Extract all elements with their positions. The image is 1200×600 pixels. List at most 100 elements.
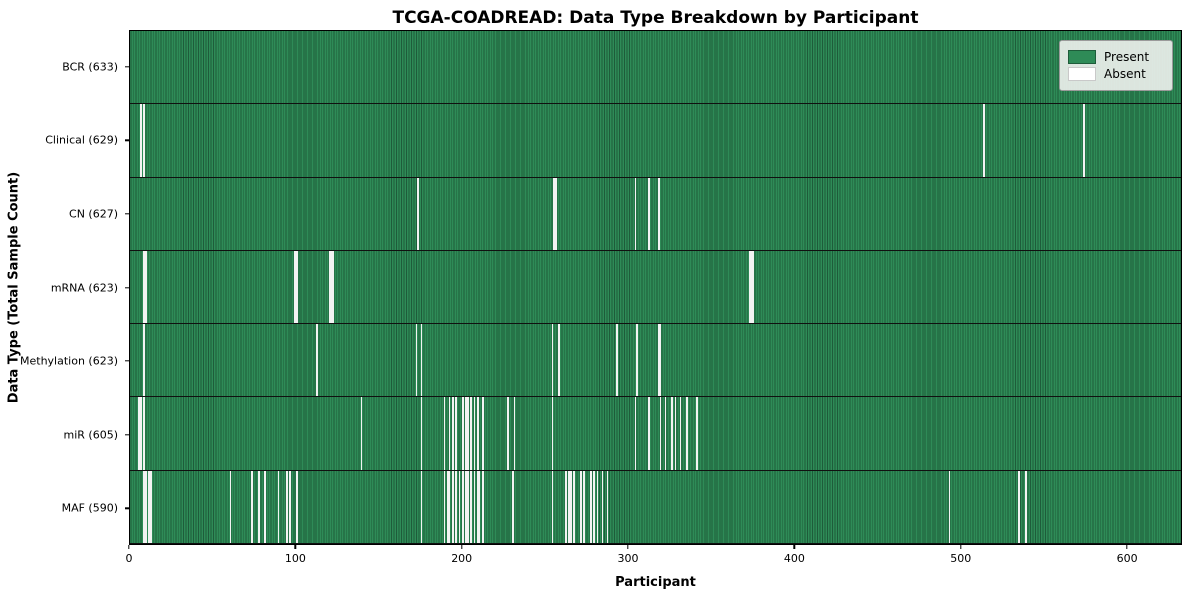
absent-stripe [315,324,318,397]
absent-stripe [513,397,516,470]
absent-stripe [144,470,147,543]
heatmap-row-CN [130,177,1181,251]
absent-stripe [330,250,333,324]
absent-stripe [1018,470,1020,543]
x-tick-mark [1126,545,1128,549]
x-tick-label: 300 [617,552,639,565]
absent-stripe [511,470,514,543]
absent-stripe [657,324,660,397]
legend: Present Absent [1059,40,1173,91]
absent-stripe [659,324,662,397]
absent-stripe [606,470,609,543]
legend-label-present: Present [1104,50,1150,64]
absent-stripe [555,177,557,250]
absent-stripe [565,470,567,543]
absent-stripe [589,470,592,543]
absent-stripe [553,177,556,250]
absent-stripe [251,470,253,543]
absent-stripe [583,470,585,543]
absent-stripe [443,397,446,470]
absent-stripe [671,397,673,470]
x-tick-mark [627,545,629,549]
absent-stripe [417,177,419,250]
absent-stripe [289,470,292,543]
y-tick-mark [125,433,129,436]
heatmap-row-miR [130,397,1181,471]
absent-stripe [674,397,677,470]
absent-stripe [443,470,446,543]
y-tick-label: mRNA (623) [50,281,118,294]
absent-stripe [596,470,599,543]
y-tick-label: MAF (590) [61,501,118,515]
absent-stripe [558,324,561,397]
legend-entry-present: Present [1068,50,1164,64]
x-tick-label: 500 [950,552,972,565]
absent-stripe [616,324,619,397]
x-tick-mark [960,545,962,549]
absent-stripe [477,470,479,543]
absent-stripe [360,397,363,470]
absent-stripe [568,470,570,543]
absent-stripe [593,470,595,543]
absent-stripe [478,470,481,543]
heatmap-row-mRNA [130,250,1181,325]
x-tick-label: 0 [125,552,133,565]
y-tick-label: Clinical (629) [45,133,118,147]
y-tick-label: BCR (633) [62,60,118,74]
absent-stripe [1024,470,1027,543]
absent-stripe [138,397,140,470]
x-tick-label: 600 [1116,552,1138,565]
absent-stripe [634,397,637,470]
absent-stripe [473,397,476,470]
absent-stripe [448,470,451,543]
y-tick-label: Methylation (623) [20,354,118,368]
absent-stripe [296,470,298,543]
absent-stripe [551,324,554,397]
absent-stripe [648,397,650,470]
absent-stripe [686,397,688,470]
absent-stripe [470,397,473,470]
y-tick-mark [125,507,129,509]
absent-stripe [477,397,479,470]
absent-stripe [573,470,575,543]
absent-stripe [983,104,986,177]
absent-stripe [1083,104,1085,177]
absent-stripe [455,397,458,470]
absent-stripe [452,397,454,470]
absent-stripe [139,397,142,470]
absent-stripe [420,324,423,397]
absent-stripe [696,397,698,470]
absent-stripe [579,470,582,543]
absent-stripe [462,397,464,470]
y-tick-label: CN (627) [69,207,118,221]
absent-stripe [415,324,418,397]
absent-stripe [467,397,469,470]
heatmap-row-MAF [130,470,1181,544]
absent-stripe [636,324,639,397]
absent-stripe [332,250,335,324]
x-tick-label: 400 [783,552,805,565]
absent-stripe [448,397,451,470]
absent-stripe [467,470,469,543]
absent-stripe [420,470,423,543]
absent-stripe [296,250,298,324]
chart-title: TCGA-COADREAD: Data Type Breakdown by Pa… [392,8,919,28]
absent-stripe [455,470,458,543]
absent-stripe [447,470,449,543]
y-tick-mark [125,66,129,68]
x-tick-mark [793,545,796,549]
y-axis: BCR (633) Clinical (629) CN (627) mRNA (623… [0,30,129,545]
absent-stripe [148,470,150,543]
absent-stripe [458,470,461,543]
x-tick-mark [460,545,463,549]
x-tick-label: 100 [284,552,306,565]
x-tick-label: 200 [451,552,473,565]
absent-stripe [229,470,232,543]
absent-stripe [948,470,951,543]
absent-stripe [143,470,145,543]
absent-stripe [143,250,145,324]
absent-stripe [143,397,145,470]
absent-stripe [420,397,423,470]
absent-stripe [143,324,145,397]
absent-stripe [506,397,509,470]
